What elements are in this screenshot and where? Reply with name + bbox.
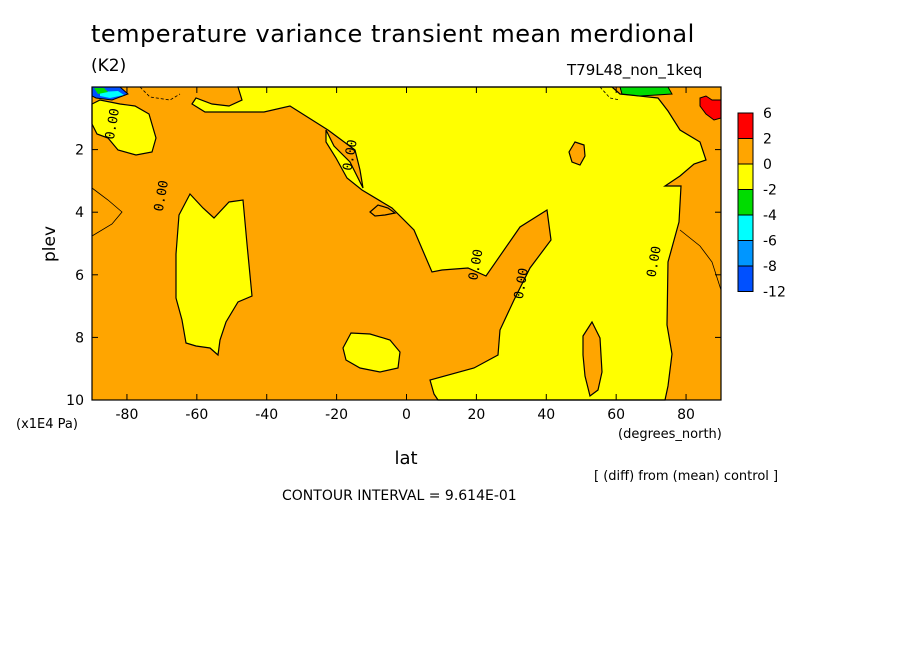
y-axis-label: plev — [40, 226, 60, 262]
cyan-region-west — [100, 91, 124, 98]
orange-island-east — [582, 320, 603, 398]
dashed-contour-north — [139, 86, 621, 101]
x-tick-label: 40 — [537, 407, 555, 423]
contour-interval: CONTOUR INTERVAL = 9.614E-01 — [282, 488, 517, 504]
y-tick-label: 4 — [75, 205, 84, 221]
y-tick-label: 10 — [66, 393, 84, 409]
y-tick-label: 6 — [75, 268, 84, 284]
colorbar-swatch — [737, 189, 754, 216]
contour-labels: 0.00 0.00 0.00 0.00 0.00 0.00 — [103, 107, 665, 300]
green-region-west — [94, 88, 108, 94]
upper-left-yellow-region — [91, 99, 157, 156]
y-tick-label: 2 — [75, 143, 84, 159]
green-region-east — [619, 86, 673, 97]
colorbar-swatch — [737, 214, 754, 241]
x-tick-label: -60 — [185, 407, 208, 423]
colorbar-swatch — [737, 265, 754, 292]
plot-area — [91, 86, 722, 401]
contour-label: 0.00 — [645, 245, 665, 278]
colorbar-label: 0 — [763, 157, 772, 173]
chart-title: temperature variance transient mean merd… — [91, 20, 695, 48]
x-axis-label: lat — [394, 448, 417, 469]
colorbar-swatch — [737, 163, 754, 190]
x-tick-label: -80 — [116, 407, 139, 423]
contour-label: 0.00 — [512, 267, 532, 300]
contour-label: 0.00 — [466, 248, 486, 281]
x-tick-label: 0 — [402, 407, 411, 423]
x-tick-label: -20 — [325, 407, 348, 423]
colorbar: 6 2 0 -2 -4 -6 -8 -12 — [737, 106, 786, 301]
colorbar-swatch — [737, 240, 754, 267]
contour-label: 0.00 — [152, 179, 172, 212]
central-yellow-region — [191, 86, 707, 401]
contour-line-east — [679, 229, 722, 291]
x-tick-label: -40 — [255, 407, 278, 423]
contour-label: 0.00 — [341, 139, 361, 172]
colorbar-swatch — [737, 138, 754, 165]
x-axis-unit: (degrees_north) — [618, 427, 722, 442]
axes: -80 -60 -40 -20 0 20 40 60 80 2 4 6 8 10 lat plev (degre… — [16, 87, 722, 469]
colorbar-label: 6 — [763, 106, 772, 122]
colorbar-label: 2 — [763, 132, 772, 148]
diff-footnote: [ (diff) from (mean) control ] — [594, 469, 779, 484]
contour-label: 0.00 — [103, 107, 123, 140]
colorbar-label: -12 — [763, 285, 786, 301]
colorbar-label: -8 — [763, 259, 777, 275]
colorbar-swatch — [737, 112, 754, 139]
colorbar-label: -2 — [763, 183, 777, 199]
x-tick-label: 60 — [607, 407, 625, 423]
contour-line-west — [91, 187, 123, 237]
left-yellow-region — [175, 192, 253, 357]
x-tick-label: 80 — [677, 407, 695, 423]
small-yellow-region-south — [342, 332, 401, 373]
orange-island-mid — [369, 204, 397, 217]
x-tick-label: 20 — [467, 407, 485, 423]
y-tick-label: 8 — [75, 330, 84, 346]
run-label: T79L48_non_1keq — [567, 61, 703, 79]
colorbar-label: -4 — [763, 208, 777, 224]
orange-island-north — [568, 141, 586, 166]
chart-units: (K2) — [91, 56, 127, 76]
y-axis-unit: (x1E4 Pa) — [16, 417, 78, 432]
colorbar-label: -6 — [763, 234, 777, 250]
